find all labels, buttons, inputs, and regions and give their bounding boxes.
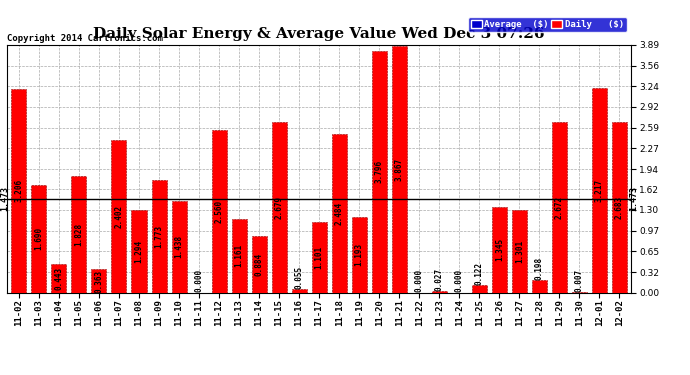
Bar: [332, 135, 346, 292]
Text: 0.055: 0.055: [295, 266, 304, 289]
Text: 0.000: 0.000: [455, 269, 464, 292]
Bar: [392, 46, 406, 292]
Text: 3.867: 3.867: [395, 158, 404, 181]
Text: 1.193: 1.193: [355, 243, 364, 266]
Bar: [72, 176, 86, 292]
Text: 0.000: 0.000: [415, 269, 424, 292]
Text: 1.473: 1.473: [0, 186, 9, 211]
Bar: [92, 269, 106, 292]
Bar: [492, 207, 506, 292]
Bar: [592, 88, 607, 292]
Bar: [52, 264, 66, 292]
Text: 3.206: 3.206: [14, 179, 23, 202]
Text: 1.161: 1.161: [235, 244, 244, 267]
Bar: [252, 236, 266, 292]
Text: 1.301: 1.301: [515, 240, 524, 262]
Text: 1.438: 1.438: [175, 235, 184, 258]
Text: 3.796: 3.796: [375, 160, 384, 183]
Text: 2.679: 2.679: [275, 196, 284, 219]
Bar: [32, 185, 46, 292]
Text: 1.101: 1.101: [315, 246, 324, 269]
Text: 0.007: 0.007: [575, 269, 584, 292]
Bar: [612, 122, 627, 292]
Text: 2.484: 2.484: [335, 202, 344, 225]
Text: 0.443: 0.443: [55, 267, 63, 290]
Text: 0.122: 0.122: [475, 262, 484, 285]
Bar: [432, 291, 446, 292]
Bar: [472, 285, 486, 292]
Bar: [352, 217, 366, 292]
Bar: [12, 88, 26, 292]
Bar: [532, 280, 546, 292]
Text: 1.473: 1.473: [629, 186, 638, 211]
Bar: [312, 222, 326, 292]
Text: 0.027: 0.027: [435, 268, 444, 291]
Text: 0.198: 0.198: [535, 257, 544, 280]
Text: Copyright 2014 Cartronics.com: Copyright 2014 Cartronics.com: [7, 34, 163, 43]
Bar: [372, 51, 386, 292]
Bar: [172, 201, 186, 292]
Text: 2.402: 2.402: [115, 204, 124, 228]
Text: 1.345: 1.345: [495, 238, 504, 261]
Bar: [292, 289, 306, 292]
Text: 0.884: 0.884: [255, 253, 264, 276]
Title: Daily Solar Energy & Average Value Wed Dec 3 07:26: Daily Solar Energy & Average Value Wed D…: [93, 27, 545, 41]
Bar: [552, 123, 566, 292]
Bar: [132, 210, 146, 292]
Text: 0.000: 0.000: [195, 269, 204, 292]
Legend: Average  ($), Daily   ($): Average ($), Daily ($): [468, 17, 627, 32]
Bar: [232, 219, 246, 292]
Text: 1.690: 1.690: [34, 227, 43, 250]
Bar: [212, 130, 226, 292]
Text: 1.294: 1.294: [135, 240, 144, 263]
Bar: [152, 180, 166, 292]
Text: 2.672: 2.672: [555, 196, 564, 219]
Text: 2.560: 2.560: [215, 200, 224, 223]
Bar: [112, 140, 126, 292]
Bar: [272, 122, 286, 292]
Text: 2.683: 2.683: [615, 196, 624, 219]
Text: 3.217: 3.217: [595, 178, 604, 202]
Text: 1.773: 1.773: [155, 225, 164, 248]
Bar: [512, 210, 526, 292]
Text: 0.363: 0.363: [95, 269, 103, 292]
Text: 1.828: 1.828: [75, 223, 83, 246]
